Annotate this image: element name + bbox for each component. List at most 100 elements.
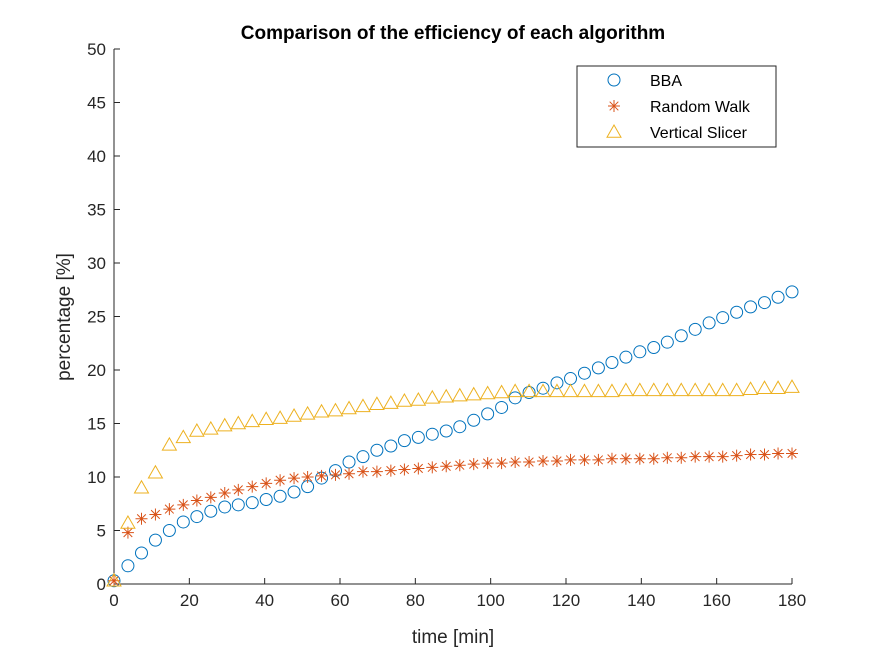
data-point [716,311,730,325]
data-point [272,410,288,424]
x-tick-label: 160 [702,591,730,610]
data-point [770,380,786,394]
x-tick-label: 60 [331,591,350,610]
data-point [564,453,577,466]
data-point [618,382,634,397]
series-vertical-slicer [106,379,800,587]
data-point [576,383,593,398]
data-point [784,379,800,393]
y-tick-label: 25 [87,308,106,327]
y-tick-label: 50 [87,40,106,59]
data-point [327,402,344,417]
data-point [135,512,148,525]
data-point [245,496,259,510]
data-point [645,382,662,397]
x-tick-label: 120 [552,591,580,610]
data-point [673,382,690,397]
data-point [661,451,674,464]
data-point [397,434,411,448]
data-point [631,382,648,397]
data-point [647,452,660,465]
data-point [536,381,550,395]
data-point [313,403,330,418]
y-tick-label: 15 [87,415,106,434]
data-point [549,383,565,398]
y-tick-label: 30 [87,254,106,273]
data-point [701,382,717,397]
data-point [619,350,633,364]
data-point [438,388,455,403]
data-point [231,498,245,512]
data-point [426,461,439,474]
data-point [728,382,745,397]
data-point [467,413,481,427]
data-point [479,385,496,400]
data-point [562,383,579,398]
data-point [356,450,370,464]
data-point [356,465,369,478]
data-point [161,436,178,451]
data-point [232,483,245,496]
data-point [786,447,798,460]
y-tick-label: 35 [87,201,106,220]
data-point [301,471,314,483]
data-point [176,515,190,529]
data-point [465,386,482,401]
data-point [355,398,371,413]
data-point [605,356,619,370]
data-point [106,572,122,587]
data-point [121,526,134,539]
data-point [396,393,413,407]
data-point [424,389,441,404]
data-point [564,372,578,386]
data-point [522,385,536,399]
data-point [162,524,176,537]
data-point [577,366,591,380]
data-point [287,485,301,499]
data-point [216,417,233,432]
legend-marker [606,123,622,138]
data-point [481,457,494,470]
x-tick-label: 180 [778,591,806,610]
data-point [384,464,397,477]
y-tick-label: 10 [87,468,106,487]
data-point [758,296,772,310]
data-point [440,460,453,473]
data-point [521,383,537,398]
data-point [147,464,164,479]
data-point [204,504,218,518]
legend-label: Random Walk [650,99,751,116]
data-point [453,459,466,472]
legend-label: BBA [650,73,682,90]
data-point [550,454,563,467]
data-point [439,424,453,438]
data-point [508,391,522,405]
data-point [258,411,275,425]
data-point [742,381,759,396]
data-point [619,452,632,465]
data-point [410,391,427,406]
data-point [148,533,162,547]
x-tick-label: 80 [406,591,425,610]
data-point [716,450,729,463]
y-tick-label: 5 [97,522,106,541]
data-point [411,430,425,444]
y-tick-label: 45 [87,94,106,113]
series-bba [107,285,799,588]
data-point [758,448,771,461]
data-point [299,405,316,420]
data-point [204,491,217,504]
data-point [218,487,231,500]
data-point [384,439,398,453]
data-point [341,400,357,415]
legend-marker [607,73,621,87]
data-point [189,422,205,437]
legend-marker [608,100,620,112]
data-point [689,450,702,463]
data-point [286,408,302,422]
data-point [244,413,261,428]
data-point [590,383,607,398]
data-point [659,382,676,397]
data-point [633,345,647,359]
data-point [230,415,247,430]
